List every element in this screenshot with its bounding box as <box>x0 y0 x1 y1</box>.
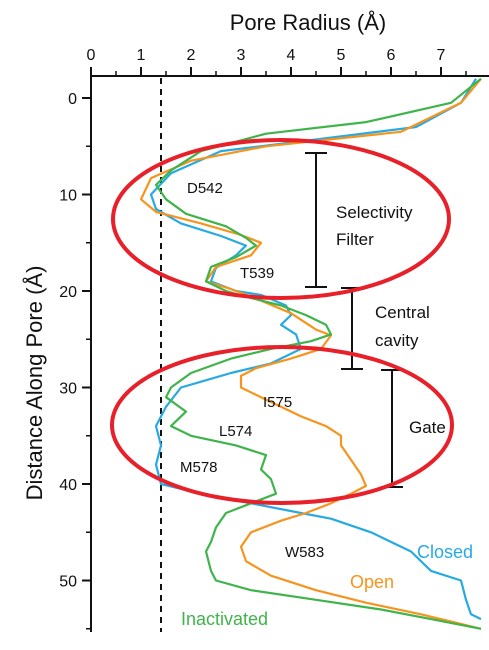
residue-label-w583: W583 <box>285 544 324 561</box>
y-axis-title: Distance Along Pore (Å) <box>22 266 47 501</box>
region-label-cavity: cavity <box>375 331 419 350</box>
region-label-selectivity: Selectivity <box>336 203 413 222</box>
series-line-open <box>139 77 482 630</box>
series-label-inactivated: Inactivated <box>181 609 268 629</box>
region-label-filter: Filter <box>336 230 374 249</box>
series-layer <box>139 77 482 630</box>
region-label-gate: Gate <box>409 418 446 437</box>
series-label-closed: Closed <box>417 542 473 562</box>
residue-label-m578: M578 <box>180 459 218 476</box>
region-bracket-gate <box>381 369 403 488</box>
y-tick-label: 50 <box>59 574 77 591</box>
region-label-central: Central <box>375 303 430 322</box>
y-tick-label: 10 <box>59 188 77 205</box>
residue-label-i575: I575 <box>263 394 292 411</box>
residue-label-l574: L574 <box>219 423 252 440</box>
x-tick-label: 7 <box>437 47 446 64</box>
residue-label-t539: T539 <box>240 265 274 282</box>
y-tick-label: 0 <box>68 91 77 108</box>
x-tick-label: 4 <box>287 47 296 64</box>
series-line-inactivated <box>154 77 482 630</box>
region-bracket-selectivity-filter <box>305 152 327 288</box>
residue-label-d542: D542 <box>187 180 223 197</box>
series-label-open: Open <box>350 572 394 592</box>
y-tick-label: 40 <box>59 477 77 494</box>
x-tick-label: 3 <box>237 47 246 64</box>
x-tick-label: 0 <box>87 47 96 64</box>
series-line-closed <box>149 78 482 621</box>
y-tick-label: 30 <box>59 381 77 398</box>
y-tick-label: 20 <box>59 284 77 301</box>
x-tick-label: 5 <box>337 47 346 64</box>
x-tick-label: 1 <box>137 47 146 64</box>
x-tick-label: 6 <box>387 47 396 64</box>
x-axis-title: Pore Radius (Å) <box>230 10 387 35</box>
highlight-ellipse-selectivity-filter <box>111 138 451 300</box>
highlight-ellipse-gate <box>110 345 454 505</box>
axis-ticks: 0 1 2 3 4 5 6 7 0 10 20 30 40 50 <box>59 47 467 630</box>
x-tick-label: 2 <box>187 47 196 64</box>
